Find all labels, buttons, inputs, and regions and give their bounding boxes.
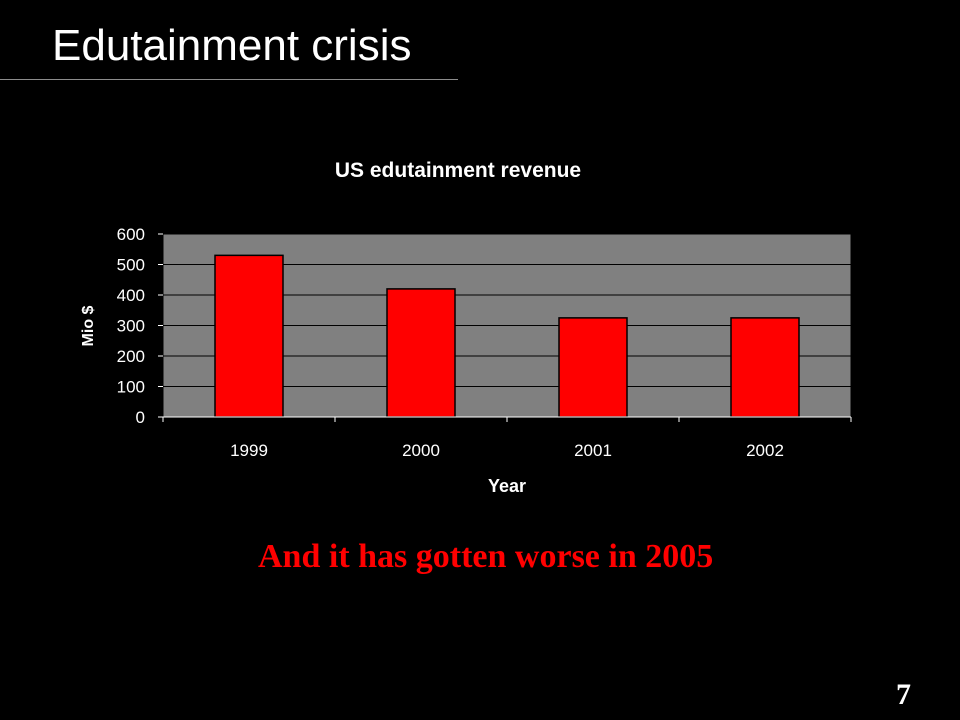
x-axis-label: Year <box>488 476 526 496</box>
y-tick-label: 100 <box>117 378 145 397</box>
callout-text: And it has gotten worse in 2005 <box>258 538 714 575</box>
bar-2002 <box>730 317 800 418</box>
y-tick-label: 600 <box>117 225 145 244</box>
x-tick-label: 2001 <box>574 441 612 460</box>
y-tick-label: 500 <box>117 256 145 275</box>
y-tick-label: 400 <box>117 286 145 305</box>
x-axis-ticks: 1999 2000 2001 2002 <box>162 416 852 460</box>
bar-2000 <box>386 288 456 418</box>
x-tick-label: 2000 <box>402 441 440 460</box>
y-axis-ticks: 0 100 200 300 400 500 600 <box>117 225 163 427</box>
revenue-bar-chart: US edutainment revenue 0 100 200 300 400 500 6… <box>80 159 852 496</box>
bar-2001 <box>558 317 628 418</box>
y-tick-label: 200 <box>117 347 145 366</box>
x-tick-label: 2002 <box>746 441 784 460</box>
y-tick-label: 300 <box>117 317 145 336</box>
title-divider <box>0 79 458 80</box>
chart-title: US edutainment revenue <box>335 159 581 182</box>
slide-title: Edutainment crisis <box>52 21 412 70</box>
bars <box>214 254 800 418</box>
y-axis-label: Mio $ <box>80 305 97 346</box>
x-tick-label: 1999 <box>230 441 268 460</box>
page-number: 7 <box>896 678 911 711</box>
y-tick-label: 0 <box>136 408 145 427</box>
bar-1999 <box>214 254 284 418</box>
